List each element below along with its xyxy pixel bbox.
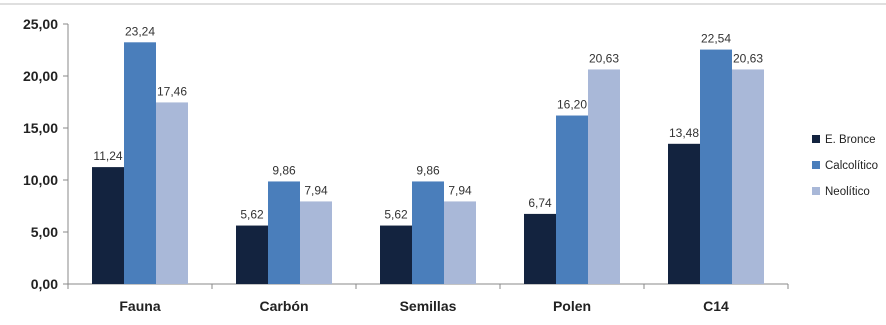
data-label: 22,54 bbox=[701, 32, 731, 46]
bar bbox=[156, 102, 188, 284]
y-tick-label: 25,00 bbox=[23, 16, 58, 32]
x-tick-label: Polen bbox=[553, 298, 591, 314]
y-axis: 0,00 5,00 10,00 15,00 20,00 25,00 bbox=[23, 16, 69, 292]
data-label: 9,86 bbox=[272, 163, 296, 177]
bar bbox=[124, 42, 156, 284]
bar bbox=[588, 69, 620, 284]
y-tick-label: 0,00 bbox=[31, 276, 58, 292]
legend: E. Bronce Calcolítico Neolítico bbox=[812, 134, 878, 198]
legend-swatch bbox=[812, 135, 820, 143]
x-tick-label: Semillas bbox=[400, 298, 457, 314]
data-label: 11,24 bbox=[93, 149, 122, 163]
data-labels-group: 11,24 23,24 17,46 5,62 9,86 7,94 5,62 9,86 7,94 6… bbox=[93, 24, 763, 221]
legend-swatch bbox=[812, 187, 820, 195]
data-label: 5,62 bbox=[384, 208, 408, 222]
data-label: 16,20 bbox=[557, 98, 587, 112]
bar bbox=[556, 115, 588, 285]
y-tick-label: 10,00 bbox=[23, 172, 58, 188]
bar bbox=[700, 49, 732, 284]
bar bbox=[236, 225, 268, 284]
legend-label: Calcolítico bbox=[825, 160, 878, 172]
data-label: 20,63 bbox=[733, 51, 763, 65]
bar bbox=[300, 201, 332, 284]
data-label: 23,24 bbox=[125, 24, 155, 38]
data-label: 7,94 bbox=[448, 183, 472, 197]
x-tick-label: Carbón bbox=[260, 298, 309, 314]
bars-group bbox=[92, 42, 764, 285]
data-label: 20,63 bbox=[589, 51, 619, 65]
bar bbox=[380, 225, 412, 284]
x-axis: Fauna Carbón Semillas Polen C14 bbox=[67, 283, 789, 314]
bar bbox=[412, 181, 444, 284]
y-tick-label: 5,00 bbox=[31, 224, 58, 240]
bar bbox=[268, 181, 300, 284]
y-tick-label: 20,00 bbox=[23, 68, 58, 84]
data-label: 6,74 bbox=[528, 196, 552, 210]
legend-label: E. Bronce bbox=[825, 134, 876, 146]
bar bbox=[92, 167, 124, 284]
bar bbox=[444, 201, 476, 284]
bar bbox=[668, 143, 700, 284]
data-label: 17,46 bbox=[157, 84, 187, 98]
legend-label: Neolítico bbox=[825, 186, 870, 198]
x-tick-label: Fauna bbox=[119, 298, 160, 314]
data-label: 5,62 bbox=[240, 208, 264, 222]
y-tick-label: 15,00 bbox=[23, 120, 58, 136]
x-tick-label: C14 bbox=[703, 298, 729, 314]
data-label: 13,48 bbox=[669, 126, 699, 140]
data-label: 7,94 bbox=[304, 183, 328, 197]
bar bbox=[524, 213, 556, 284]
legend-swatch bbox=[812, 161, 820, 169]
data-label: 9,86 bbox=[416, 163, 440, 177]
bar bbox=[732, 69, 764, 284]
